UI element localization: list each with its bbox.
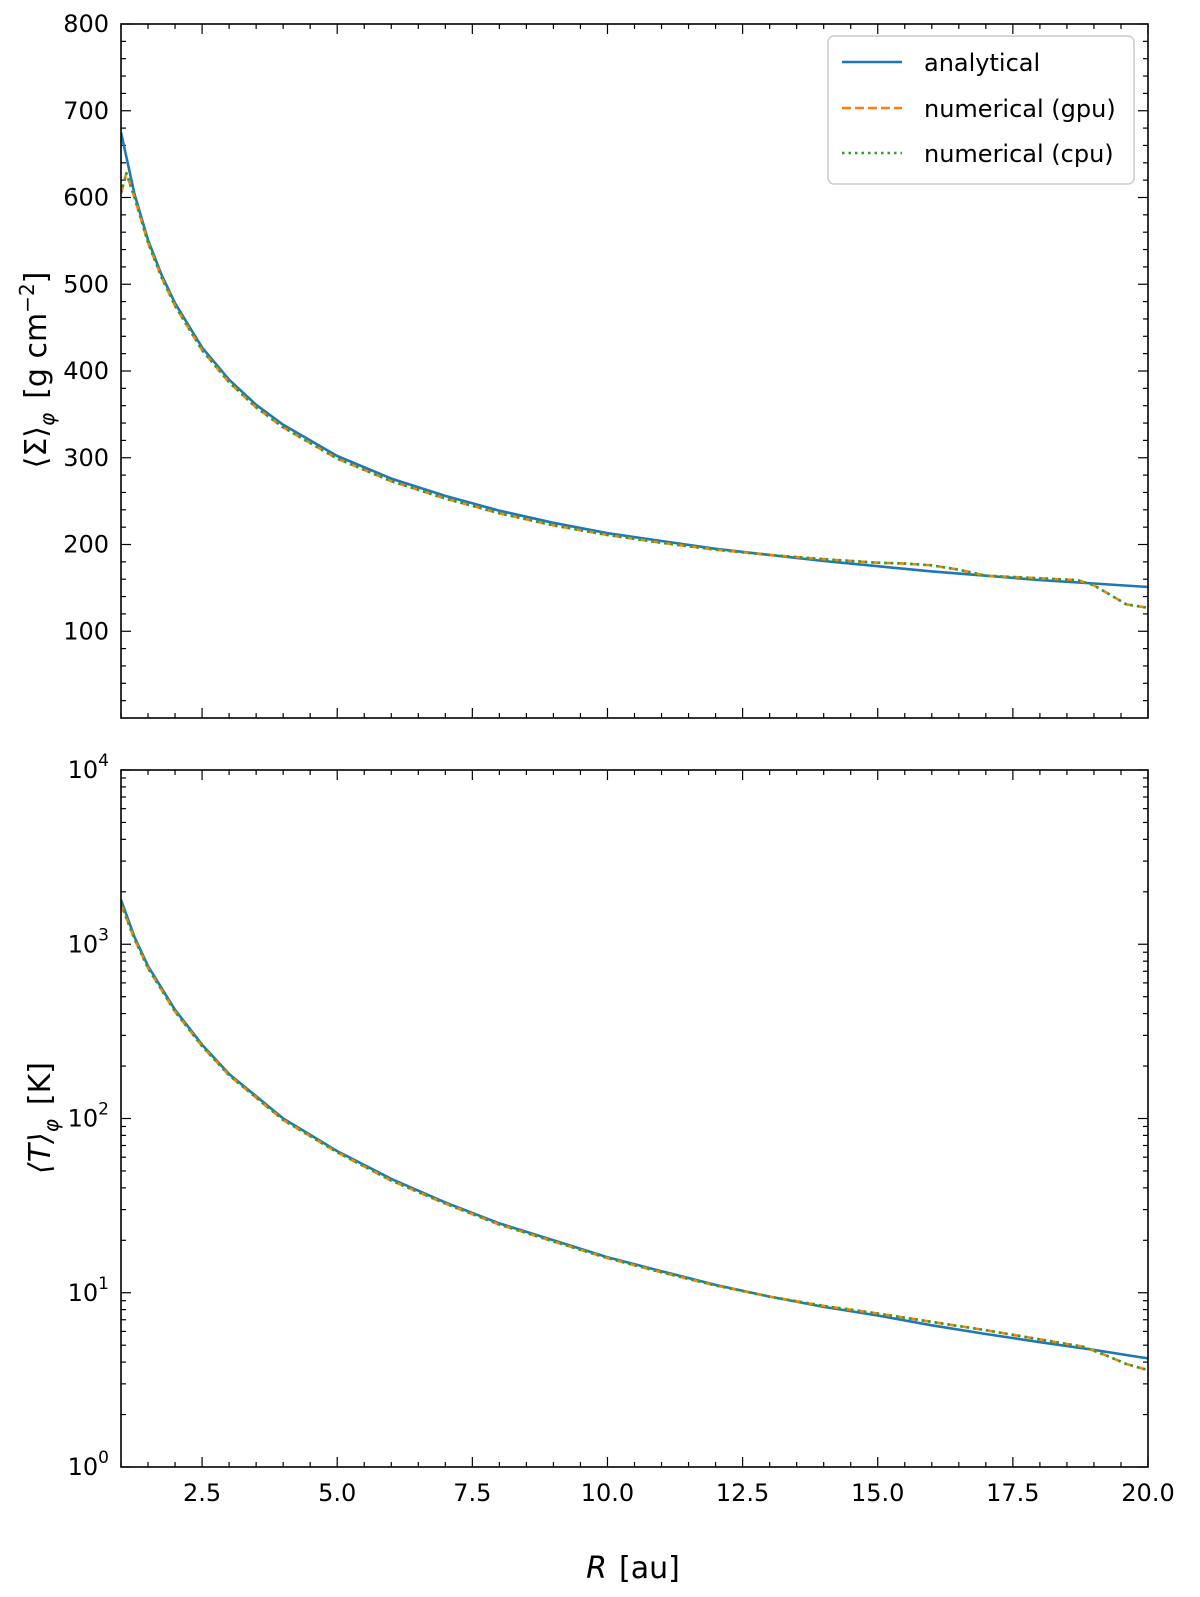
- y-tick-label: 104: [68, 751, 109, 784]
- y-tick-label-base: 10: [68, 930, 99, 958]
- y-tick-label: 100: [68, 1448, 109, 1481]
- legend-label-analytical: analytical: [924, 49, 1040, 77]
- y-tick-labels: 100 200 300 400 500 600 700 800: [63, 10, 109, 645]
- y-tick-label-exponent: 1: [98, 1274, 109, 1294]
- y-tick-label-exponent: 2: [98, 1100, 109, 1120]
- y-axis-label-sub: φ: [35, 413, 59, 426]
- axes-frame: [120, 23, 1149, 719]
- series-cpu-line: [121, 903, 1148, 1372]
- y-tick-label-base: 10: [68, 1279, 99, 1307]
- y-tick-label: 100: [63, 617, 109, 645]
- y-tick-label-exponent: 4: [98, 751, 109, 771]
- y-tick-label: 300: [63, 444, 109, 472]
- x-axis-label-units: [au]: [619, 1551, 680, 1586]
- y-axis-label-sub: φ: [39, 1119, 63, 1132]
- y-tick-label: 700: [63, 97, 109, 125]
- x-tick-label: 15.0: [851, 1479, 904, 1507]
- series-gpu-line: [121, 903, 1148, 1372]
- x-tick-labels: 2.5 5.0 7.5 10.0 12.5 15.0 17.5 20.0: [183, 1479, 1175, 1507]
- series-gpu-line: [121, 171, 1148, 610]
- x-axis-label: R [au]: [586, 1551, 680, 1586]
- y-tick-label: 500: [63, 270, 109, 298]
- x-tick-label: 17.5: [986, 1479, 1039, 1507]
- y-tick-label-base: 10: [68, 1105, 99, 1133]
- x-tick-label: 2.5: [183, 1479, 221, 1507]
- y-axis-label: ⟨Σ⟩φ [g cm−2]: [15, 272, 59, 469]
- minor-ticks: [120, 770, 1148, 1467]
- y-tick-label-exponent: 0: [98, 1448, 109, 1468]
- y-axis-label-units: [g cm: [19, 313, 54, 399]
- y-tick-label: 400: [63, 357, 109, 385]
- legend: analytical numerical (gpu) numerical (cp…: [827, 35, 1135, 185]
- surface-density-panel: 100 200 300 400 500 600 700 800 ⟨Σ⟩φ [g cm−2] an…: [15, 10, 1149, 719]
- x-tick-label: 10.0: [581, 1479, 634, 1507]
- series-cpu-line: [121, 171, 1148, 610]
- y-tick-label: 600: [63, 184, 109, 212]
- y-tick-label: 101: [68, 1274, 109, 1307]
- y-axis-label-units: [K]: [23, 1062, 58, 1105]
- major-ticks: [121, 769, 1149, 1468]
- y-tick-label-exponent: 3: [98, 925, 109, 945]
- minor-ticks: [120, 24, 1148, 718]
- y-tick-label: 200: [63, 531, 109, 559]
- y-axis-label-main: ⟨T⟩: [23, 1132, 58, 1174]
- y-tick-label: 103: [68, 925, 109, 958]
- y-axis-label-main: ⟨Σ⟩: [19, 426, 54, 468]
- y-tick-label: 102: [68, 1100, 109, 1133]
- y-tick-label: 800: [63, 10, 109, 38]
- y-tick-label-base: 10: [68, 1453, 99, 1481]
- y-axis-label-units-close: ]: [19, 272, 54, 284]
- y-tick-label-base: 10: [68, 756, 99, 784]
- x-tick-label: 7.5: [453, 1479, 491, 1507]
- x-tick-label: 20.0: [1121, 1479, 1174, 1507]
- plot-series: [121, 132, 1148, 610]
- y-axis-label-units-exponent: −2: [15, 283, 39, 312]
- series-analytical-line: [121, 132, 1148, 589]
- y-axis-label: ⟨T⟩φ [K]: [23, 1062, 63, 1174]
- legend-label-gpu: numerical (gpu): [924, 95, 1116, 123]
- x-tick-label: 5.0: [318, 1479, 356, 1507]
- legend-box: [827, 35, 1135, 185]
- x-tick-label: 12.5: [716, 1479, 769, 1507]
- axes-frame: [120, 769, 1149, 1468]
- legend-label-cpu: numerical (cpu): [924, 140, 1114, 168]
- series-analytical-line: [121, 899, 1148, 1360]
- x-axis-label-var: R: [586, 1551, 607, 1586]
- plot-series: [121, 899, 1148, 1372]
